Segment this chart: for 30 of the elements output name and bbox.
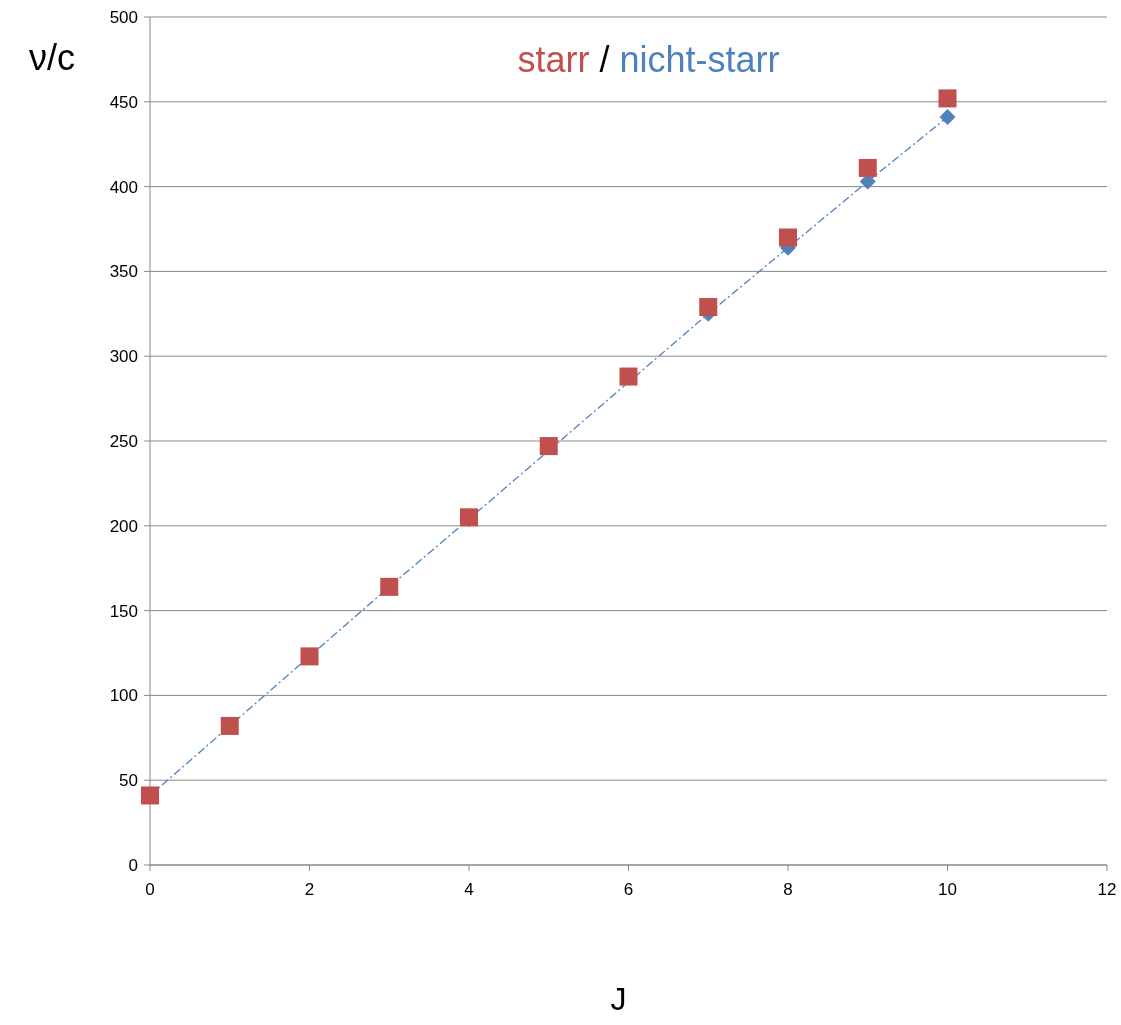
y-tick-label: 300	[109, 347, 138, 367]
point	[779, 228, 797, 247]
y-axis-title: ν/c	[28, 37, 76, 78]
annotation: /	[589, 39, 620, 80]
x-tick-label: 10	[938, 880, 957, 899]
y-tick-label: 500	[109, 7, 138, 27]
point	[939, 109, 956, 126]
x-tick-label: 4	[464, 880, 474, 899]
x-tick-label: 12	[1097, 880, 1117, 899]
y-tick-label: 400	[109, 177, 138, 197]
x-tick-label: 2	[304, 880, 315, 899]
x-axis-title: J	[610, 981, 627, 1017]
x-tick-label: 8	[783, 880, 793, 899]
text: nicht-starr	[619, 39, 780, 80]
point	[619, 367, 638, 386]
y-tick-label: 50	[119, 771, 138, 791]
y-tick-label: 0	[128, 855, 138, 875]
y-tick-label: 450	[109, 92, 138, 112]
point	[699, 298, 718, 317]
y-tick-label: 150	[109, 601, 138, 621]
x-tick-label: 6	[623, 880, 634, 899]
point	[858, 158, 877, 177]
point	[539, 437, 558, 456]
y-tick-label: 350	[109, 262, 138, 282]
y-tick-label: 250	[109, 431, 138, 451]
y-tick-label: 200	[109, 516, 138, 536]
point	[938, 89, 957, 108]
text: starr	[517, 39, 590, 80]
y-tick-label: 100	[109, 686, 138, 706]
x-tick-label: 0	[145, 880, 155, 899]
